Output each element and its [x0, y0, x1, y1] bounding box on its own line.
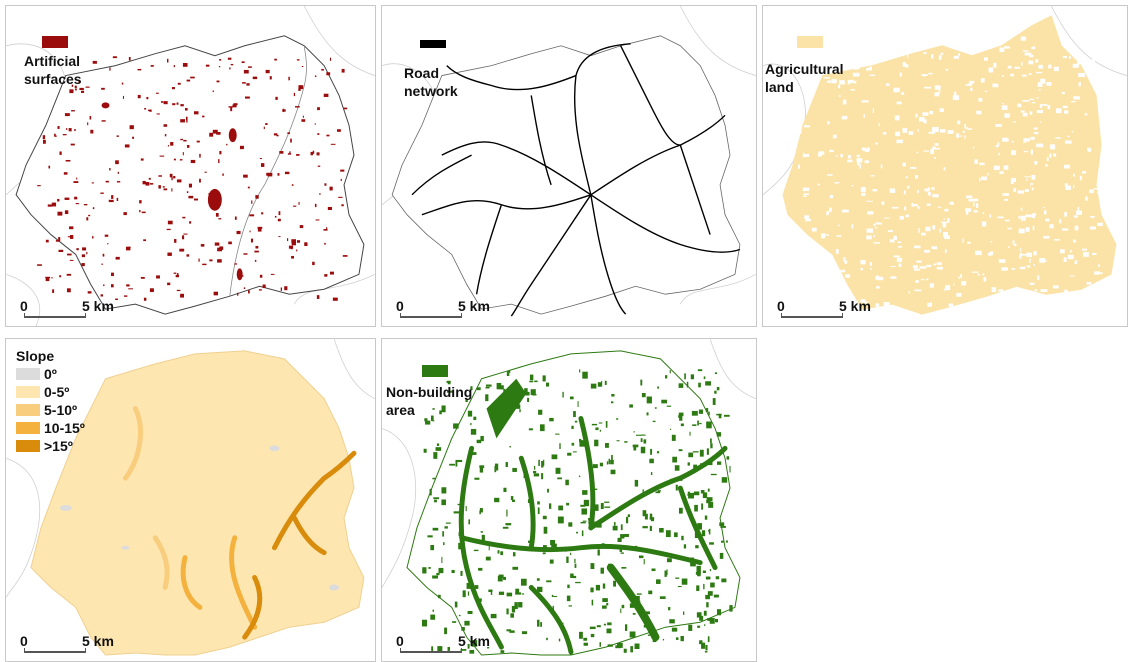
- agricultural-area: [782, 15, 1117, 315]
- scale-line: [24, 648, 86, 653]
- slope-legend-item: 5-10º: [16, 401, 85, 419]
- scale-line: [400, 313, 462, 318]
- scale-bar: 0 5 km: [396, 298, 506, 320]
- slope-legend-swatch: [16, 440, 40, 452]
- map-panel-artificial-surfaces: Artificial surfaces 0 5 km: [5, 5, 376, 327]
- slope-steep-zones: [122, 406, 357, 640]
- scale-zero-label: 0: [396, 633, 404, 649]
- slope-legend-swatch: [16, 386, 40, 398]
- scale-bar: 0 5 km: [20, 633, 130, 655]
- artificial-surface-patches: [37, 56, 348, 301]
- scale-bar: 0 5 km: [396, 633, 506, 655]
- slope-legend-item: 0-5º: [16, 383, 85, 401]
- slope-legend-swatch: [16, 404, 40, 416]
- slope-legend-label: 0º: [44, 366, 57, 382]
- legend-label-artificial: Artificial surfaces: [24, 53, 82, 87]
- slope-region: [30, 350, 365, 656]
- map-panel-slope: Slope 0º 0-5º 5-10º 10-15º >15º 0 5 km: [5, 338, 376, 662]
- map-panel-road-network: Road network 0 5 km: [381, 5, 757, 327]
- agricultural-land-map: [763, 6, 1127, 315]
- road-lines: [411, 43, 741, 317]
- non-building-corridors: [458, 416, 728, 655]
- legend-label-agricultural: Agricultural land: [765, 61, 844, 95]
- legend-label-non-building: Non-building area: [386, 384, 473, 418]
- flat-zones: [59, 445, 340, 591]
- scale-bar: 0 5 km: [20, 298, 130, 320]
- non-building-patches: [421, 369, 733, 654]
- scale-bar: 0 5 km: [777, 298, 887, 320]
- slope-legend-title: Slope: [16, 348, 55, 364]
- legend-swatch-non-building: [422, 365, 448, 377]
- scale-zero-label: 0: [777, 298, 785, 314]
- slope-legend-item: 0º: [16, 365, 85, 383]
- slope-legend-label: 0-5º: [44, 384, 70, 400]
- non-agricultural-gaps: [792, 36, 1104, 309]
- scale-distance-label: 5 km: [82, 298, 114, 314]
- artificial-surfaces-map: [6, 6, 375, 326]
- slope-legend-item: 10-15º: [16, 419, 85, 437]
- scale-distance-label: 5 km: [458, 633, 490, 649]
- map-panel-agricultural-land: Agricultural land 0 5 km: [762, 5, 1128, 327]
- slope-legend-label: 10-15º: [44, 420, 85, 436]
- non-building-area-map: [382, 339, 756, 656]
- scale-distance-label: 5 km: [82, 633, 114, 649]
- legend-swatch-agricultural: [797, 36, 823, 48]
- scale-distance-label: 5 km: [458, 298, 490, 314]
- slope-legend-label: >15º: [44, 438, 73, 454]
- road-network-map: [382, 6, 756, 317]
- scale-zero-label: 0: [396, 298, 404, 314]
- scale-line: [24, 313, 86, 318]
- legend-swatch-artificial: [42, 36, 68, 48]
- slope-legend: Slope 0º 0-5º 5-10º 10-15º >15º: [16, 347, 85, 455]
- scale-line: [400, 648, 462, 653]
- scale-zero-label: 0: [20, 298, 28, 314]
- slope-map: [6, 339, 375, 656]
- slope-legend-swatch: [16, 422, 40, 434]
- slope-legend-label: 5-10º: [44, 402, 78, 418]
- slope-legend-item: >15º: [16, 437, 85, 455]
- slope-legend-swatch: [16, 368, 40, 380]
- scale-line: [781, 313, 843, 318]
- scale-distance-label: 5 km: [839, 298, 871, 314]
- legend-label-road: Road network: [404, 65, 458, 99]
- legend-swatch-road: [420, 40, 446, 48]
- map-panel-non-building-area: Non-building area 0 5 km: [381, 338, 757, 662]
- scale-zero-label: 0: [20, 633, 28, 649]
